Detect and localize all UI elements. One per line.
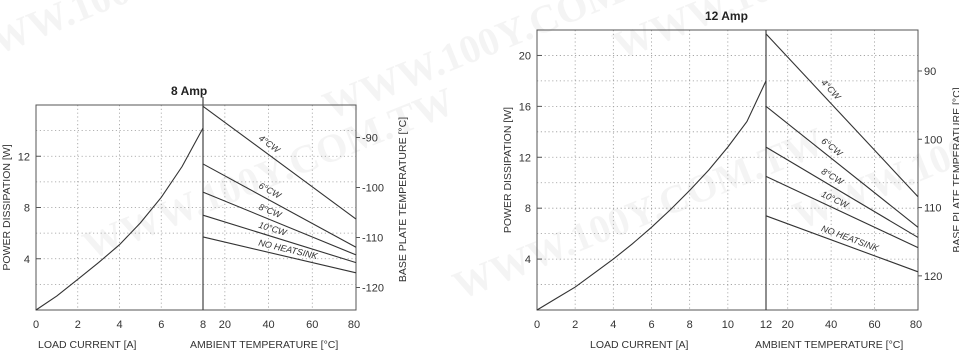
x-tick-label: 4 <box>610 319 616 331</box>
y2-tick-label: -90 <box>362 133 378 145</box>
y2-tick-label: -120 <box>362 283 384 295</box>
y-tick-label: 4 <box>525 254 531 266</box>
x-tick-label: 8 <box>200 319 206 331</box>
y-tick-label: 8 <box>525 203 531 215</box>
y-tick-label: 12 <box>18 151 30 163</box>
grid <box>36 105 356 310</box>
heatsink-label: 10°CW <box>257 220 289 238</box>
heatsink-line <box>202 214 357 264</box>
x2-tick-label: 20 <box>219 319 231 331</box>
x-tick-label: 0 <box>534 319 540 331</box>
x2-tick-label: 60 <box>306 319 318 331</box>
chart-title: 12 Amp <box>705 9 748 23</box>
x-tick-label: 2 <box>75 319 81 331</box>
y2-tick-label: -100 <box>362 183 384 195</box>
grid <box>537 30 918 310</box>
y2-tick-label: 110 <box>924 203 942 215</box>
y-tick-label: 16 <box>519 101 531 113</box>
x2-tick-label: 40 <box>825 319 837 331</box>
x-tick-label: 4 <box>116 319 122 331</box>
x-tick-label: 10 <box>722 319 734 331</box>
x-tick-label: 8 <box>687 319 693 331</box>
power-curve <box>536 80 767 311</box>
heatsink-label: 6°CW <box>819 136 845 159</box>
y2-axis-title: BASE PLATE TEMPERATURE [°C] <box>397 117 409 282</box>
x2-tick-label: 20 <box>782 319 794 331</box>
y2-tick-label: 90 <box>924 66 936 78</box>
heatsink-label: 4°CW <box>257 133 283 156</box>
y-axis-title: POWER DISSIPATION [W] <box>1 144 13 270</box>
y-tick-label: 8 <box>24 203 30 215</box>
x-axis-title: LOAD CURRENT [A] <box>38 339 136 351</box>
heatsink-line <box>765 105 919 228</box>
heatsink-line <box>765 146 919 238</box>
x2-tick-label: 40 <box>262 319 274 331</box>
heatsink-label: 10°CW <box>820 189 852 211</box>
heatsink-line <box>765 175 919 249</box>
heatsink-label: 8°CW <box>257 202 284 221</box>
y2-tick-label: 100 <box>924 134 942 146</box>
power-curve <box>35 127 204 311</box>
x-tick-label: 2 <box>572 319 578 331</box>
x-axis-title: LOAD CURRENT [A] <box>590 339 688 351</box>
y-tick-label: 20 <box>519 50 531 62</box>
x2-tick-label: 80 <box>348 319 360 331</box>
heatsink-label: 6°CW <box>257 181 284 202</box>
x2-tick-label: 60 <box>868 319 880 331</box>
x2-axis-title: AMBIENT TEMPERATURE [°C] <box>755 339 903 351</box>
x-tick-label: 12 <box>760 319 772 331</box>
y2-tick-label: 120 <box>924 271 942 283</box>
x-tick-label: 6 <box>648 319 654 331</box>
heatsink-line <box>765 33 919 198</box>
y-tick-label: 4 <box>24 254 30 266</box>
heatsink-line <box>202 191 357 256</box>
y2-axis-title: BASE PLATE TEMPERATURE [°C] <box>951 87 959 252</box>
y-axis-title: POWER DISSIPATION [W] <box>502 107 514 233</box>
plot-frame <box>536 29 919 311</box>
y2-tick-label: -110 <box>362 233 383 245</box>
x2-tick-label: 80 <box>910 319 922 331</box>
heatsink-line <box>202 236 357 274</box>
chart-title: 8 Amp <box>171 84 207 98</box>
heatsink-line <box>202 105 357 220</box>
heatsink-label: 8°CW <box>820 166 847 187</box>
x-tick-label: 0 <box>33 319 39 331</box>
x2-axis-title: AMBIENT TEMPERATURE [°C] <box>190 339 338 351</box>
chart-1: 8 Amp 4 8 12 POWER DISSIPATION [W] -90 -100 -11… <box>1 84 409 351</box>
heatsink-line <box>202 163 357 248</box>
y-tick-label: 12 <box>519 152 531 164</box>
x-tick-label: 6 <box>158 319 164 331</box>
heatsink-line <box>765 215 919 273</box>
